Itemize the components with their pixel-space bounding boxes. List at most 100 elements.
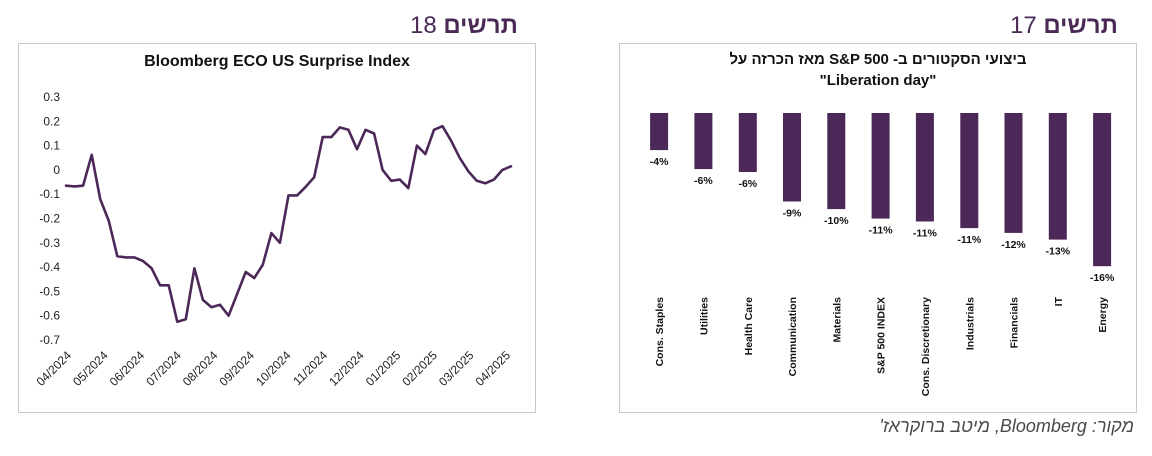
x-tick-label: 04/2024 [34,348,75,389]
data-point [219,303,221,306]
bar [1004,113,1023,233]
bar [738,113,757,172]
bar [871,113,890,219]
bar [915,113,934,222]
data-point [484,182,487,185]
data-point [133,256,136,259]
surprise-index-line-chart: Bloomberg ECO US Surprise Index 0.3 0.2 0.1… [34,53,514,389]
data-point [236,292,239,295]
data-label: -13% [1046,246,1071,258]
data-point [390,179,393,182]
x-tick-label: 07/2024 [143,348,184,389]
figure-word: תרשים [443,12,518,39]
y-tick-label: -0.4 [39,260,60,274]
data-label: -6% [738,178,757,190]
data-point [150,267,153,270]
data-point [287,194,290,197]
x-tick-label: 08/2024 [180,348,221,389]
data-point [321,136,324,138]
x-tick-label: 09/2024 [216,348,257,389]
y-tick-label: -0.7 [39,333,60,347]
bar [650,113,669,151]
data-point [244,271,247,273]
y-tick-label: -0.3 [39,236,60,250]
data-point [210,306,213,309]
data-point [167,284,170,287]
figure-18-heading: תרשים 18 [410,12,518,40]
data-point [356,148,358,151]
data-label: -11% [869,225,894,237]
y-tick-label: -0.2 [39,212,60,226]
data-label: -6% [694,175,713,187]
figure-word: תרשים [1043,12,1118,39]
x-tick-label: 02/2025 [399,348,440,389]
x-tick-label: 10/2024 [253,348,294,389]
x-tick-label: 06/2024 [107,348,148,389]
category-label: Energy [1097,297,1109,333]
chart-subtitle: "Liberation day" [820,72,937,89]
data-point [347,128,350,131]
data-label: -4% [650,156,669,168]
data-point [99,198,102,201]
figure-17-heading: תרשים 17 [1010,12,1118,40]
data-point [313,176,316,179]
y-tick-label: -0.6 [39,309,60,323]
bar [694,113,713,170]
y-tick-label: 0.3 [43,90,60,104]
x-tick-label: 05/2024 [70,348,111,389]
data-point [90,153,93,156]
data-point [82,184,84,187]
data-point [227,314,230,317]
data-point [424,153,427,155]
x-tick-label: 12/2024 [326,348,367,389]
data-point [398,178,401,181]
data-point [176,320,179,323]
data-label: -11% [913,228,938,240]
data-point [416,144,418,147]
data-point [193,267,196,270]
bar [1048,113,1067,240]
data-point [304,186,307,188]
figure-number: 18 [410,12,437,39]
data-point [253,277,256,279]
data-point [73,185,76,188]
data-label: -11% [957,234,982,246]
x-tick-label: 11/2024 [290,348,330,388]
bar [783,113,801,202]
data-point [338,126,341,129]
data-label: -9% [783,208,802,220]
data-point [142,260,144,262]
data-point [116,255,119,258]
figure-number: 17 [1010,12,1037,39]
category-label: Health Care [743,297,755,356]
chart-title: Bloomberg ECO US Surprise Index [144,53,410,70]
category-label: Communication [787,297,799,376]
data-point [441,125,444,128]
data-label: -12% [1001,239,1026,251]
data-point [493,178,495,181]
series-line [64,124,513,324]
data-point [125,256,127,259]
data-point [202,299,204,301]
data-point [373,132,375,135]
y-tick-label: -0.5 [39,284,60,298]
data-point [296,194,298,197]
data-point [467,170,470,172]
sector-performance-bar-chart: ביצועי הסקטורים ב- S&P 500 מאז הכרזה על "… [650,51,1115,396]
data-point [270,232,273,235]
category-label: Materials [831,297,843,343]
y-tick-label: -0.1 [39,187,60,201]
category-label: S&P 500 INDEX [876,297,888,374]
category-label: Utilities [698,297,710,335]
data-point [510,165,512,168]
data-point [501,169,504,171]
data-point [475,179,478,182]
y-tick-label: 0.1 [43,139,60,153]
source-note: מקור: Bloomberg, מיטב ברוקראז' [879,416,1134,436]
bar [960,113,979,229]
data-point [159,284,162,287]
category-label: Cons. Staples [654,297,666,367]
bar-chart-panel: ביצועי הסקטורים ב- S&P 500 מאז הכרזה על "… [619,43,1137,413]
data-point [450,139,452,142]
line-chart-panel: Bloomberg ECO US Surprise Index 0.3 0.2 0.1… [18,43,536,413]
